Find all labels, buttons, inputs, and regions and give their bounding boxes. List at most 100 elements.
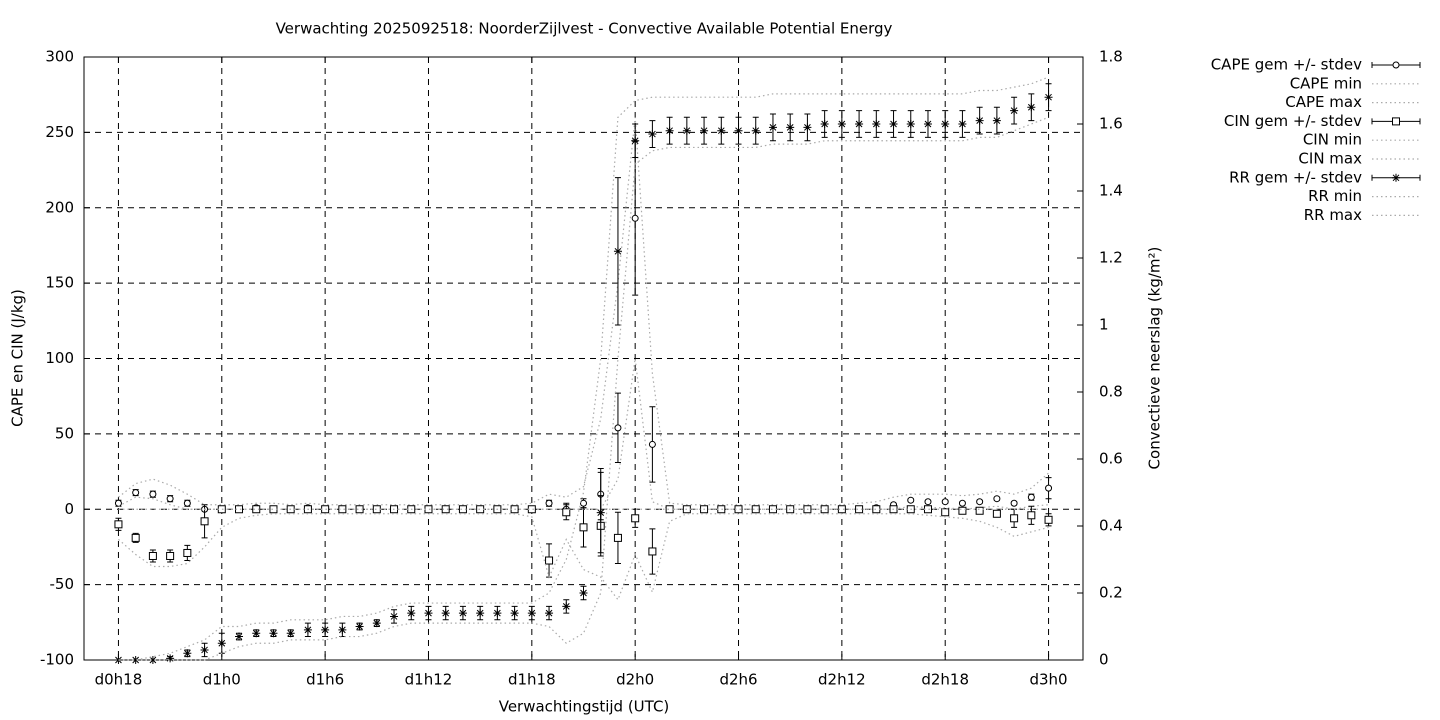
range-line [118, 76, 1049, 661]
data-point [372, 505, 381, 514]
data-point [372, 619, 381, 628]
legend-label: CIN min [1303, 131, 1362, 149]
data-point [992, 509, 1001, 518]
data-point [976, 498, 984, 506]
data-point [1044, 515, 1053, 524]
data-point [407, 609, 416, 618]
data-point [252, 629, 261, 638]
data-point [355, 505, 364, 514]
data-point [166, 495, 174, 503]
data-point [768, 505, 777, 514]
data-point [166, 551, 175, 560]
data-point [648, 440, 656, 448]
data-point [114, 499, 122, 507]
data-point [235, 632, 244, 641]
data-point [820, 505, 829, 514]
data-point [941, 120, 950, 128]
data-point [1010, 106, 1019, 115]
y-tick-label: 150 [45, 274, 74, 292]
data-point [424, 609, 433, 618]
data-point [872, 120, 881, 128]
data-point [458, 609, 467, 618]
data-point [958, 506, 967, 515]
data-point [889, 120, 898, 128]
data-point [631, 514, 640, 523]
data-point [579, 523, 588, 532]
legend-label: RR min [1308, 187, 1362, 205]
data-point [132, 489, 140, 497]
legend-label: CAPE gem +/- stdev [1211, 56, 1362, 74]
data-point [441, 505, 450, 514]
data-point [269, 505, 278, 514]
data-point [114, 656, 123, 664]
data-point [183, 548, 192, 557]
data-point [114, 520, 123, 529]
chart-title: Verwachting 2025092518: NoorderZijlvest … [276, 20, 893, 38]
data-point [941, 508, 950, 517]
y2-tick-label: 0 [1099, 651, 1109, 669]
data-point [820, 120, 829, 128]
legend-marker [1392, 173, 1400, 182]
data-point [338, 505, 347, 514]
y2-axis-label: Convectieve neerslag (kg/m²) [1146, 247, 1164, 470]
data-point [355, 622, 364, 631]
data-point [631, 214, 639, 222]
y-tick-label: 250 [45, 123, 74, 141]
data-point [958, 499, 966, 507]
data-point [562, 602, 571, 611]
data-point [166, 654, 175, 663]
y2-tick-label: 0.4 [1099, 517, 1123, 535]
data-point [441, 609, 450, 618]
data-point [510, 609, 519, 618]
y2-tick-label: 1.4 [1099, 182, 1123, 200]
y2-tick-label: 0.8 [1099, 383, 1123, 401]
y-tick-label: -50 [50, 575, 75, 593]
data-point [183, 499, 191, 507]
y-axis-label: CAPE en CIN (J/kg) [9, 289, 27, 427]
y-tick-label: 50 [55, 424, 74, 442]
data-point [923, 120, 932, 128]
data-point [252, 505, 261, 514]
data-point [906, 120, 915, 128]
data-point [321, 625, 330, 634]
data-point [562, 508, 571, 517]
data-point [923, 505, 932, 514]
y-tick-label: 0 [64, 500, 74, 518]
data-point [855, 505, 864, 514]
y2-tick-label: 1.6 [1099, 115, 1123, 133]
range-line [118, 117, 1049, 506]
legend-label: CAPE min [1290, 74, 1362, 92]
data-point [493, 609, 502, 618]
data-point [648, 547, 657, 556]
data-point [1027, 103, 1036, 112]
data-point [149, 490, 157, 498]
y2-tick-label: 1.8 [1099, 48, 1123, 66]
legend-label: RR gem +/- stdev [1229, 168, 1362, 186]
data-point [992, 116, 1001, 125]
data-point [269, 629, 278, 638]
data-point [580, 499, 587, 507]
data-point [476, 609, 485, 618]
data-point [148, 656, 157, 664]
data-point [924, 498, 932, 506]
data-point [1027, 511, 1036, 520]
data-point [200, 645, 209, 654]
data-point [148, 551, 157, 560]
data-point [993, 495, 1001, 503]
x-tick-label: d1h18 [508, 671, 556, 689]
x-axis-label: Verwachtingstijd (UTC) [499, 698, 670, 716]
legend-marker [1392, 61, 1400, 69]
y2-tick-label: 0.2 [1099, 584, 1123, 602]
data-point [751, 126, 760, 135]
y-tick-label: -100 [40, 651, 74, 669]
data-point [131, 533, 140, 542]
legend-label: CIN max [1298, 150, 1362, 168]
data-point [907, 496, 915, 504]
data-point [648, 130, 657, 139]
x-tick-label: d1h6 [306, 671, 344, 689]
range-line [118, 116, 1049, 661]
data-point [476, 505, 485, 514]
data-point [700, 126, 709, 135]
data-point [768, 123, 777, 132]
data-point [424, 505, 433, 514]
